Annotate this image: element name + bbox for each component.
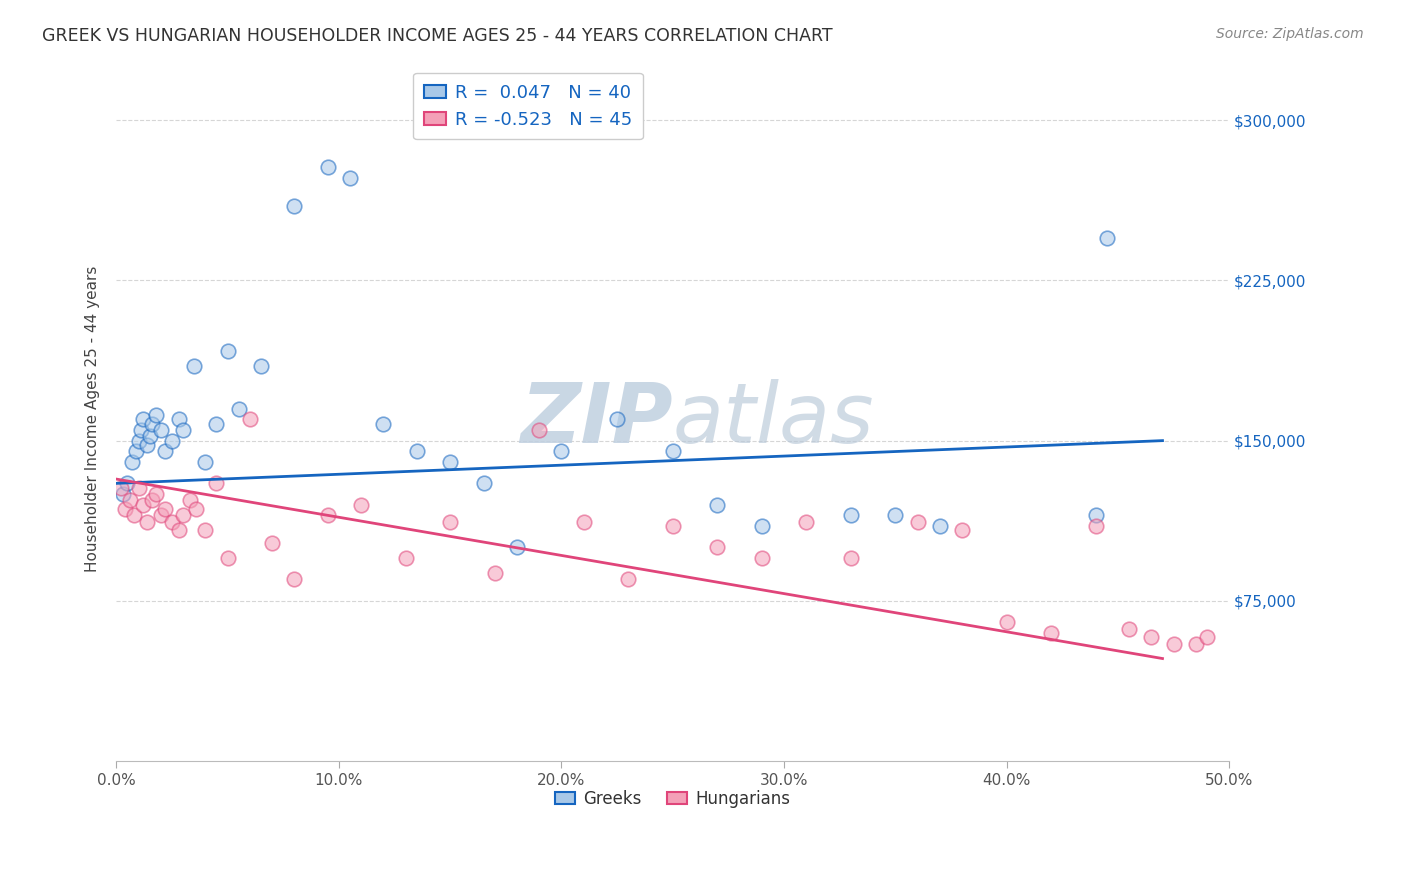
Point bbox=[129, 423, 152, 437]
Point bbox=[350, 498, 373, 512]
Point bbox=[239, 412, 262, 426]
Point bbox=[111, 487, 134, 501]
Point bbox=[155, 444, 177, 458]
Point bbox=[439, 455, 461, 469]
Point bbox=[250, 359, 273, 373]
Point bbox=[128, 434, 150, 448]
Text: GREEK VS HUNGARIAN HOUSEHOLDER INCOME AGES 25 - 44 YEARS CORRELATION CHART: GREEK VS HUNGARIAN HOUSEHOLDER INCOME AG… bbox=[42, 27, 832, 45]
Text: Source: ZipAtlas.com: Source: ZipAtlas.com bbox=[1216, 27, 1364, 41]
Point bbox=[472, 476, 495, 491]
Point bbox=[145, 408, 167, 422]
Point bbox=[395, 551, 418, 566]
Point bbox=[794, 515, 817, 529]
Point bbox=[439, 515, 461, 529]
Point bbox=[136, 515, 159, 529]
Point bbox=[950, 524, 973, 538]
Point bbox=[136, 438, 159, 452]
Point bbox=[160, 434, 183, 448]
Point bbox=[138, 429, 160, 443]
Point bbox=[205, 417, 228, 431]
Point bbox=[339, 170, 361, 185]
Point bbox=[117, 476, 139, 491]
Point bbox=[217, 343, 239, 358]
Point bbox=[114, 502, 136, 516]
Point bbox=[606, 412, 628, 426]
Point bbox=[179, 493, 201, 508]
Point bbox=[617, 573, 640, 587]
Point bbox=[995, 615, 1018, 630]
Point bbox=[128, 481, 150, 495]
Point bbox=[1084, 519, 1107, 533]
Point bbox=[145, 487, 167, 501]
Point bbox=[205, 476, 228, 491]
Point bbox=[149, 423, 172, 437]
Text: ZIP: ZIP bbox=[520, 379, 673, 459]
Point bbox=[907, 515, 929, 529]
Point bbox=[132, 412, 155, 426]
Point bbox=[1163, 636, 1185, 650]
Point bbox=[194, 455, 217, 469]
Point bbox=[506, 541, 529, 555]
Point bbox=[662, 519, 685, 533]
Point bbox=[283, 573, 305, 587]
Point bbox=[405, 444, 427, 458]
Point bbox=[141, 417, 163, 431]
Point bbox=[167, 524, 190, 538]
Point bbox=[217, 551, 239, 566]
Point bbox=[118, 493, 141, 508]
Point bbox=[1195, 630, 1218, 644]
Point bbox=[155, 502, 177, 516]
Point bbox=[172, 508, 194, 523]
Point bbox=[194, 524, 217, 538]
Y-axis label: Householder Income Ages 25 - 44 years: Householder Income Ages 25 - 44 years bbox=[86, 266, 100, 573]
Point bbox=[839, 551, 862, 566]
Point bbox=[1084, 508, 1107, 523]
Point bbox=[706, 498, 728, 512]
Point bbox=[121, 455, 143, 469]
Point bbox=[662, 444, 685, 458]
Point bbox=[172, 423, 194, 437]
Point bbox=[751, 519, 773, 533]
Point bbox=[1118, 622, 1140, 636]
Point bbox=[316, 160, 339, 174]
Point bbox=[884, 508, 907, 523]
Point bbox=[110, 481, 132, 495]
Point bbox=[706, 541, 728, 555]
Point bbox=[373, 417, 395, 431]
Legend: Greeks, Hungarians: Greeks, Hungarians bbox=[548, 783, 797, 814]
Point bbox=[160, 515, 183, 529]
Point bbox=[167, 412, 190, 426]
Point bbox=[262, 536, 284, 550]
Point bbox=[1040, 626, 1063, 640]
Point bbox=[1140, 630, 1163, 644]
Point bbox=[1185, 636, 1208, 650]
Point bbox=[550, 444, 572, 458]
Text: atlas: atlas bbox=[673, 379, 875, 459]
Point bbox=[283, 199, 305, 213]
Point bbox=[183, 359, 205, 373]
Point bbox=[186, 502, 208, 516]
Point bbox=[751, 551, 773, 566]
Point bbox=[839, 508, 862, 523]
Point bbox=[928, 519, 950, 533]
Point bbox=[228, 401, 250, 416]
Point bbox=[572, 515, 595, 529]
Point bbox=[141, 493, 163, 508]
Point bbox=[1095, 230, 1118, 244]
Point bbox=[149, 508, 172, 523]
Point bbox=[132, 498, 155, 512]
Point bbox=[122, 508, 145, 523]
Point bbox=[316, 508, 339, 523]
Point bbox=[125, 444, 148, 458]
Point bbox=[484, 566, 506, 580]
Point bbox=[529, 423, 551, 437]
